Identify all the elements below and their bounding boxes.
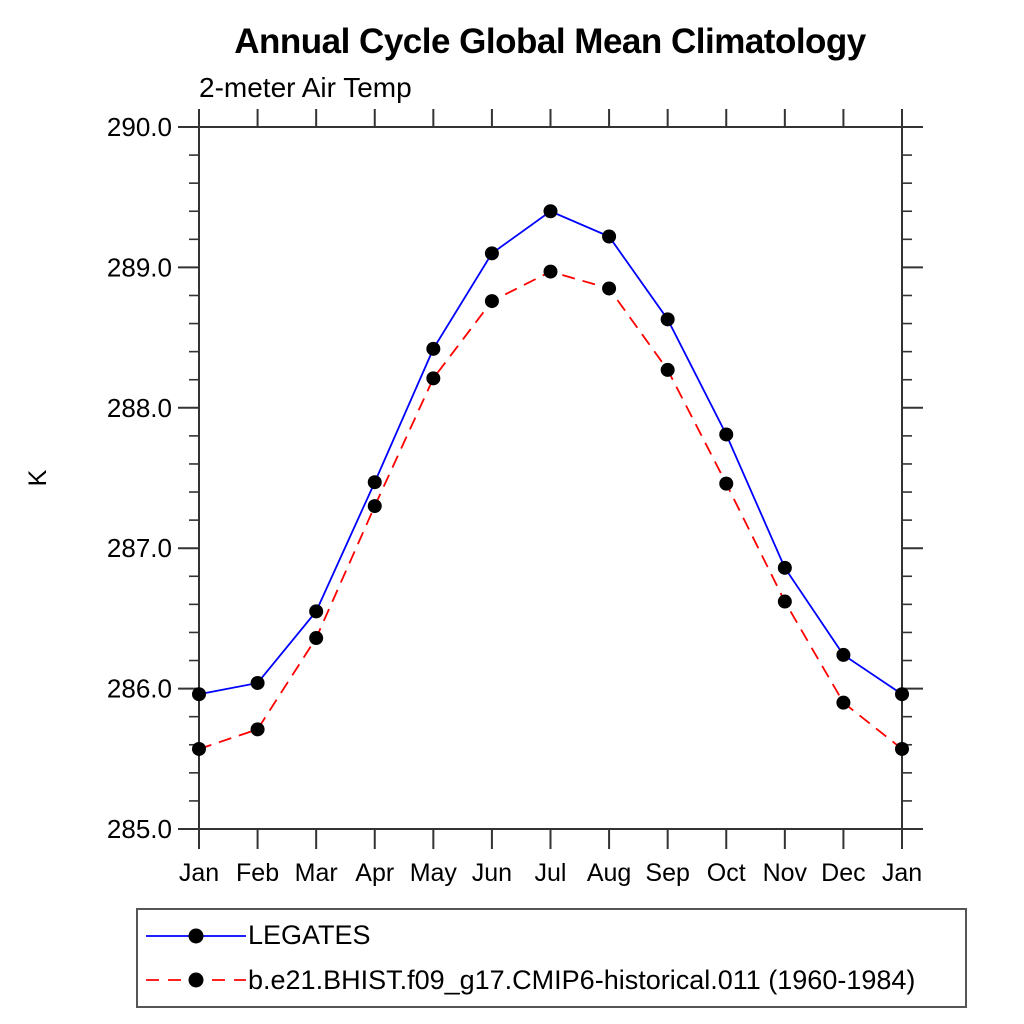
data-point-s1-7 (602, 281, 617, 296)
series-line-1 (198, 270, 903, 750)
y-tick-label: 287.0 (107, 533, 172, 563)
x-tick-label: Apr (355, 859, 394, 887)
x-tick-label: Mar (295, 859, 338, 887)
x-tick-label: Nov (763, 859, 808, 887)
legend-marker-dot-icon (188, 972, 204, 988)
legend-label-legates: LEGATES (248, 920, 371, 951)
data-point-s0-4 (426, 341, 441, 356)
data-point-s1-8 (660, 362, 675, 377)
chart-title: Annual Cycle Global Mean Climatology (234, 22, 866, 61)
data-point-s1-10 (777, 594, 792, 609)
data-point-s1-4 (426, 371, 441, 386)
x-tick-label: Sep (645, 859, 689, 887)
data-point-s0-6 (543, 204, 558, 219)
legend-marker-dot-icon (188, 928, 204, 944)
data-point-s1-6 (543, 264, 558, 279)
data-point-s0-10 (777, 560, 792, 575)
data-point-s0-3 (367, 475, 382, 490)
chart-subtitle: 2-meter Air Temp (199, 72, 412, 103)
y-tick-label: 288.0 (107, 393, 172, 423)
y-tick-label: 289.0 (107, 252, 172, 282)
legend-label-model: b.e21.BHIST.f09_g17.CMIP6-historical.011… (248, 964, 916, 995)
legend-line-sample-solid (146, 928, 246, 944)
x-tick-label: Oct (707, 859, 746, 887)
y-tick-label: 286.0 (107, 674, 172, 704)
legend-row-model: b.e21.BHIST.f09_g17.CMIP6-historical.011… (144, 961, 965, 999)
data-point-s1-9 (719, 476, 734, 491)
data-point-s0-9 (719, 427, 734, 442)
legend-box: LEGATES b.e21.BHIST.f09_g17.CMIP6-histor… (136, 908, 967, 1008)
data-point-s1-5 (484, 294, 499, 309)
y-tick-label: 285.0 (107, 814, 172, 844)
x-tick-label: Jul (535, 859, 567, 887)
x-tick-label: Jan (179, 859, 219, 887)
x-tick-label: May (410, 859, 458, 887)
x-tick-label: Aug (587, 859, 631, 887)
data-point-s1-11 (836, 695, 851, 710)
data-point-s0-12 (895, 687, 909, 702)
x-tick-label: Dec (821, 859, 865, 887)
axis-frame (198, 126, 903, 830)
data-point-s1-12 (895, 741, 909, 756)
data-point-s1-0 (192, 741, 206, 756)
legend-row-legates: LEGATES (144, 917, 965, 955)
legend-line-sample-dashed (146, 972, 246, 988)
data-point-s1-3 (367, 499, 382, 514)
data-point-s0-8 (660, 312, 675, 327)
x-tick-label: Jan (882, 859, 922, 887)
data-point-s0-2 (309, 604, 324, 619)
data-point-s0-1 (250, 675, 265, 690)
y-tick-label: 290.0 (107, 112, 172, 142)
data-point-s0-0 (192, 687, 206, 702)
data-point-s0-7 (602, 229, 617, 244)
data-point-s1-1 (250, 722, 265, 737)
y-axis-title: K (24, 469, 52, 486)
x-tick-label: Feb (236, 859, 279, 887)
data-point-s0-11 (836, 647, 851, 662)
data-point-s0-5 (484, 246, 499, 261)
x-tick-label: Jun (472, 859, 512, 887)
data-point-s1-2 (309, 631, 324, 646)
